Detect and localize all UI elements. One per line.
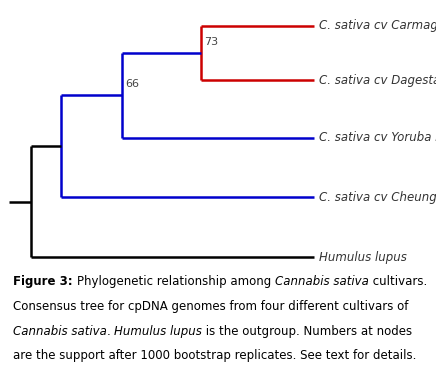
Text: Cannabis sativa: Cannabis sativa (275, 275, 369, 288)
Text: Humulus lupus: Humulus lupus (115, 325, 202, 338)
Text: 66: 66 (126, 79, 140, 89)
Text: are the support after 1000 bootstrap replicates. See text for details.: are the support after 1000 bootstrap rep… (13, 349, 416, 362)
Text: C. sativa cv Carmagnola: C. sativa cv Carmagnola (319, 19, 436, 32)
Text: is the outgroup. Numbers at nodes: is the outgroup. Numbers at nodes (202, 325, 412, 338)
Text: Humulus lupus: Humulus lupus (319, 251, 407, 264)
Text: C. sativa cv Dagestani: C. sativa cv Dagestani (319, 74, 436, 87)
Text: Consensus tree for cpDNA genomes from four different cultivars of: Consensus tree for cpDNA genomes from fo… (13, 300, 409, 313)
Text: Phylogenetic relationship among: Phylogenetic relationship among (77, 275, 275, 288)
Text: Figure 3:: Figure 3: (13, 275, 77, 288)
Text: C. sativa cv Yoruba Nigeria: C. sativa cv Yoruba Nigeria (319, 131, 436, 144)
Text: .: . (107, 325, 115, 338)
Text: cultivars.: cultivars. (369, 275, 427, 288)
Text: 73: 73 (204, 37, 218, 47)
Text: Cannabis sativa: Cannabis sativa (13, 325, 107, 338)
Text: C. sativa cv Cheungsam: C. sativa cv Cheungsam (319, 191, 436, 204)
